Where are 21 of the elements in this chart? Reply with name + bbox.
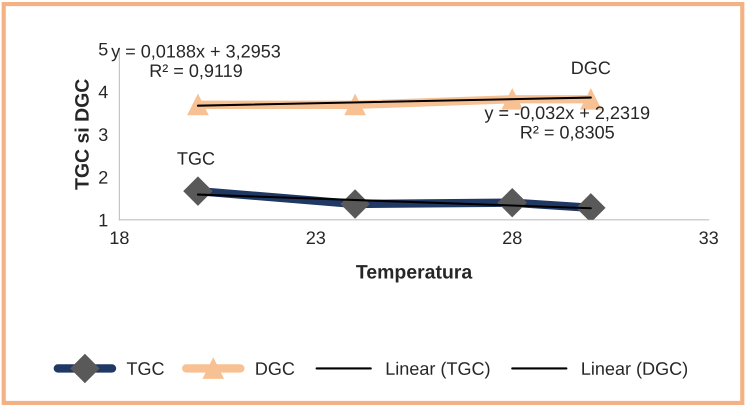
x-axis-title: Temperatura [356,265,472,283]
x-tick-label: 33 [699,231,718,244]
legend-label: Linear (DGC) [582,362,688,379]
annotation: DGC [572,61,610,74]
x-tick-label: 18 [110,231,129,244]
legend-label: Linear (TGC) [386,362,490,379]
legend-label: DGC [256,362,294,375]
legend-label: TGC [126,362,164,375]
point [344,94,366,116]
y-tick-label: 3 [98,128,108,142]
y-tick-label: 2 [99,170,108,184]
annotation: y = 0,0188x + 3,2953 R² = 0,9119 [111,44,280,80]
point [188,94,208,116]
y-axis-title: TGC si DGC [74,79,89,190]
x-tick-label: 28 [503,231,522,244]
annotation: y = -0,032x + 2,2319 R² = 0,8305 [484,106,650,141]
y-tick-label: 5 [98,42,108,56]
x-tick-label: 23 [306,231,326,244]
y-tick-label: 4 [98,86,108,98]
y-tick-label: 1 [100,214,108,226]
annotation: TGC [177,152,214,165]
